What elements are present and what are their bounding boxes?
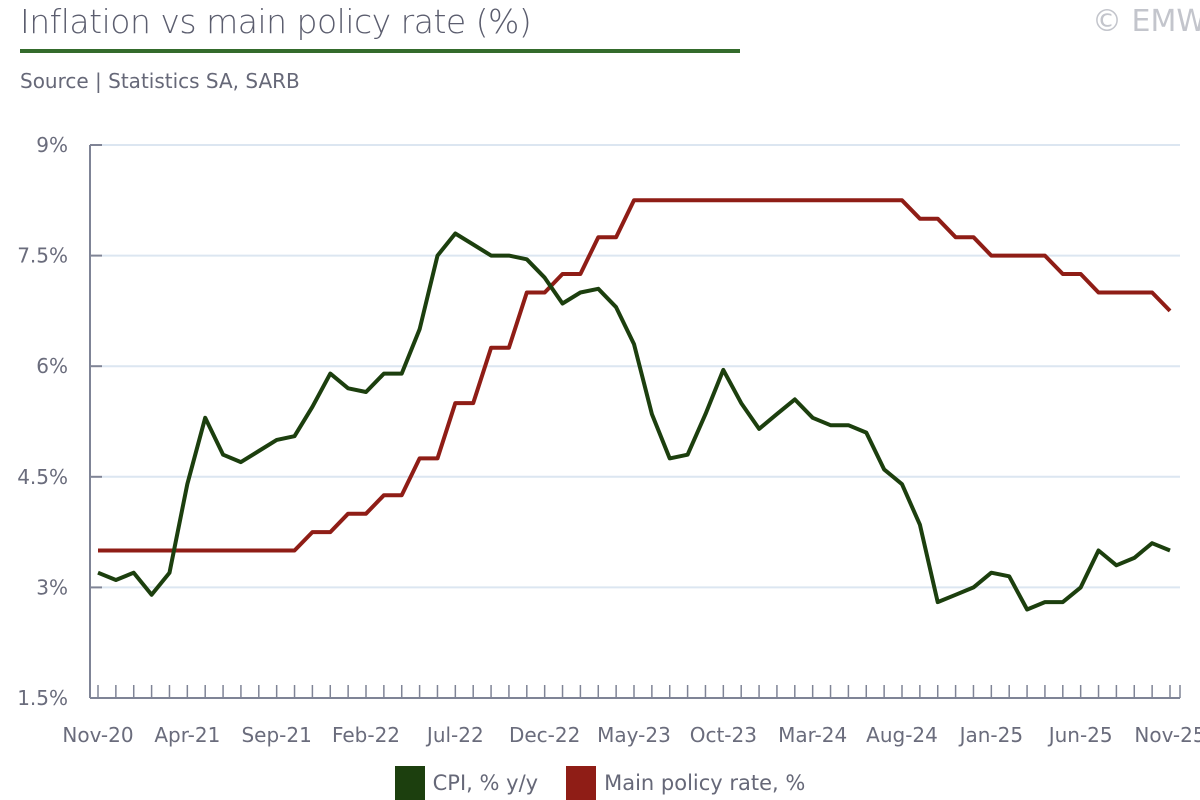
chart-title: Inflation vs main policy rate (%) <box>20 2 532 41</box>
legend-swatch-cpi <box>394 766 425 800</box>
x-tick-label: Aug-24 <box>866 723 938 747</box>
legend-label-cpi: CPI, % y/y <box>432 771 539 795</box>
series-line-rate <box>98 198 1172 553</box>
title-underline <box>20 49 740 53</box>
x-tick-label: May-23 <box>597 723 671 747</box>
legend-item-rate: Main policy rate, % <box>566 766 805 800</box>
x-tick-label: Nov-20 <box>62 723 133 747</box>
series-line-cpi <box>97 231 1171 612</box>
x-tick-label: Mar-24 <box>778 723 847 747</box>
y-tick-label: 3% <box>36 575 68 599</box>
source-note: Source | Statistics SA, SARB <box>20 69 300 93</box>
y-tick-label: 9% <box>36 133 68 157</box>
y-tick-label: 6% <box>36 354 68 378</box>
y-tick-label: 7.5% <box>17 244 68 268</box>
legend: CPI, % y/y Main policy rate, % <box>0 766 1200 800</box>
y-tick-label: 4.5% <box>17 465 68 489</box>
x-tick-label: Sep-21 <box>241 723 311 747</box>
x-tick-label: Jun-25 <box>1047 723 1113 747</box>
x-tick-label: Apr-21 <box>154 723 220 747</box>
x-tick-label: Oct-23 <box>690 723 757 747</box>
legend-item-cpi: CPI, % y/y <box>394 766 539 800</box>
copyright-watermark: © EMW <box>1091 4 1200 39</box>
x-tick-label: Nov-25 <box>1134 723 1200 747</box>
x-tick-label: Jan-25 <box>958 723 1024 747</box>
legend-swatch-rate <box>566 766 597 800</box>
y-tick-label: 1.5% <box>17 686 68 710</box>
legend-label-rate: Main policy rate, % <box>604 771 806 795</box>
x-tick-label: Dec-22 <box>509 723 580 747</box>
x-tick-label: Feb-22 <box>332 723 400 747</box>
x-tick-label: Jul-22 <box>425 723 484 747</box>
